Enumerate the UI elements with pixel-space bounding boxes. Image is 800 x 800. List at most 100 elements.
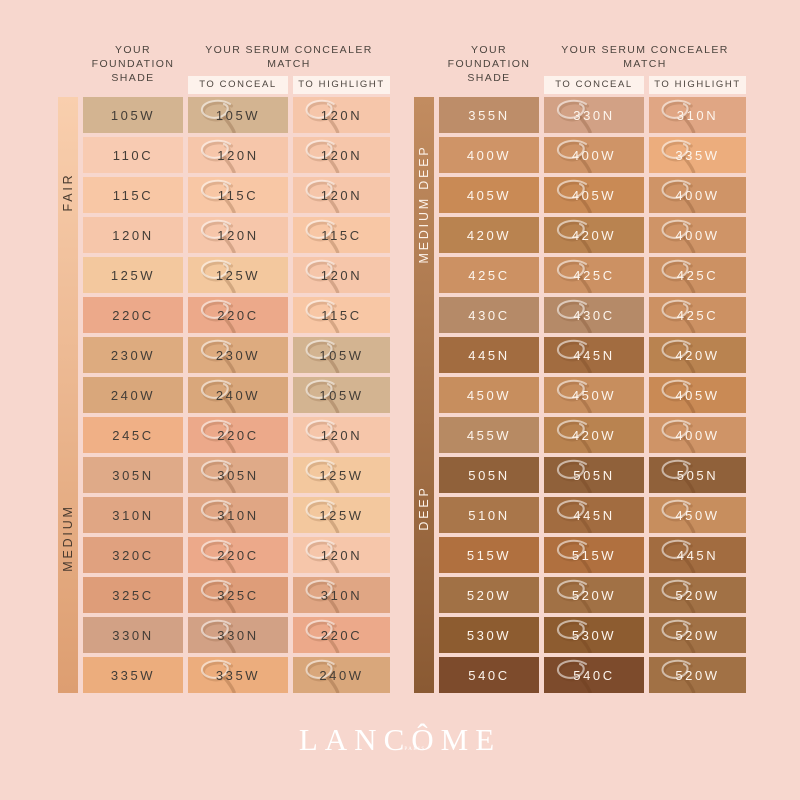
- shade-code: 240W: [215, 387, 261, 403]
- concealer-smear-icon: [200, 539, 236, 573]
- shade-code: 400W: [675, 227, 720, 243]
- concealer-smear-icon: [661, 299, 696, 333]
- foundation-shade-cell: 330N: [83, 617, 183, 653]
- shade-code: 125W: [319, 467, 364, 483]
- concealer-smear-icon: [305, 539, 340, 573]
- shade-table: MEDIUM DEEP DEEP 355N 330N 310N 400W 400W 335W…: [414, 97, 746, 693]
- shade-code: 115C: [112, 187, 154, 203]
- conceal-match-cell: 335W: [188, 657, 288, 693]
- concealer-smear-icon: [305, 179, 340, 213]
- highlight-match-cell: 105W: [293, 337, 390, 373]
- shade-code: 320C: [112, 547, 154, 563]
- shade-code: 125W: [215, 267, 261, 283]
- conceal-match-cell: 405W: [544, 177, 644, 213]
- concealer-smear-icon: [556, 419, 592, 453]
- shade-code: 330N: [573, 107, 615, 123]
- shade-code: 520W: [675, 627, 720, 643]
- concealer-smear-icon: [661, 339, 696, 373]
- foundation-shade-cell: 125W: [83, 257, 183, 293]
- shade-code: 450W: [675, 507, 720, 523]
- foundation-shade-cell: 420W: [439, 217, 539, 253]
- shade-code: 240W: [319, 667, 364, 683]
- shade-row: 510N 445N 450W: [439, 497, 746, 533]
- shade-code: 115C: [217, 187, 259, 203]
- highlight-match-cell: 120N: [293, 177, 390, 213]
- concealer-smear-icon: [556, 219, 592, 253]
- concealer-smear-icon: [556, 539, 592, 573]
- shade-code: 405W: [466, 187, 512, 203]
- conceal-match-cell: 450W: [544, 377, 644, 413]
- highlight-match-cell: 425C: [649, 257, 746, 293]
- highlight-match-cell: 425C: [649, 297, 746, 333]
- shade-code: 120N: [320, 547, 363, 563]
- concealer-smear-icon: [556, 499, 592, 533]
- concealer-smear-icon: [305, 299, 340, 333]
- concealer-smear-icon: [305, 219, 340, 253]
- foundation-shade-cell: 355N: [439, 97, 539, 133]
- shade-rows: 105W 105W 120N 110C 120N 120N 115C 115C 120N 120N…: [83, 97, 390, 693]
- conceal-match-cell: 420W: [544, 217, 644, 253]
- highlight-match-cell: 445N: [649, 537, 746, 573]
- shade-row: 325C 325C 310N: [83, 577, 390, 613]
- concealer-match-header: YOUR SERUM CONCEALER MATCH: [561, 44, 729, 70]
- conceal-match-cell: 330N: [544, 97, 644, 133]
- shade-row: 515W 515W 445N: [439, 537, 746, 573]
- shade-row: 310N 310N 125W: [83, 497, 390, 533]
- shade-group-label: FAIR: [61, 172, 75, 212]
- highlight-match-cell: 240W: [293, 657, 390, 693]
- concealer-smear-icon: [200, 579, 236, 613]
- shade-code: 530W: [466, 627, 512, 643]
- shade-code: 425C: [573, 267, 615, 283]
- shade-row: 320C 220C 120N: [83, 537, 390, 573]
- highlight-match-cell: 310N: [293, 577, 390, 613]
- shade-table: FAIR MEDIUM 105W 105W 120N 110C 120N 120N 115C 1…: [58, 97, 390, 693]
- conceal-match-cell: 220C: [188, 537, 288, 573]
- concealer-smear-icon: [200, 419, 236, 453]
- concealer-smear-icon: [661, 539, 696, 573]
- shade-code: 455W: [466, 427, 512, 443]
- foundation-shade-cell: 310N: [83, 497, 183, 533]
- conceal-match-cell: 325C: [188, 577, 288, 613]
- shade-code: 105W: [319, 347, 364, 363]
- foundation-shade-cell: 220C: [83, 297, 183, 333]
- concealer-smear-icon: [305, 459, 340, 493]
- shade-code: 120N: [217, 147, 259, 163]
- shade-row: 400W 400W 335W: [439, 137, 746, 173]
- highlight-match-cell: 120N: [293, 137, 390, 173]
- conceal-match-cell: 520W: [544, 577, 644, 613]
- to-conceal-subheader: TO CONCEAL: [544, 76, 644, 94]
- shade-code: 425C: [676, 267, 719, 283]
- highlight-match-cell: 505N: [649, 457, 746, 493]
- concealer-smear-icon: [661, 619, 696, 653]
- to-conceal-subheader: TO CONCEAL: [188, 76, 288, 94]
- shade-code: 445N: [468, 347, 510, 363]
- panel-header: YOUR FOUNDATION SHADE YOUR SERUM CONCEAL…: [414, 38, 746, 97]
- highlight-match-cell: 105W: [293, 377, 390, 413]
- shade-row: 445N 445N 420W: [439, 337, 746, 373]
- shade-row: 245C 220C 120N: [83, 417, 390, 453]
- concealer-smear-icon: [556, 259, 592, 293]
- highlight-match-cell: 220C: [293, 617, 390, 653]
- shade-code: 115C: [321, 307, 362, 323]
- shade-code: 110C: [112, 147, 154, 163]
- conceal-match-cell: 330N: [188, 617, 288, 653]
- shade-code: 330N: [217, 627, 259, 643]
- foundation-shade-cell: 320C: [83, 537, 183, 573]
- highlight-match-cell: 520W: [649, 657, 746, 693]
- shade-row: 240W 240W 105W: [83, 377, 390, 413]
- shade-code: 125W: [319, 507, 364, 523]
- conceal-match-cell: 305N: [188, 457, 288, 493]
- shade-code: 310N: [112, 507, 154, 523]
- shade-code: 400W: [675, 187, 720, 203]
- shade-code: 230W: [215, 347, 261, 363]
- concealer-smear-icon: [305, 339, 340, 373]
- panel-header: YOUR FOUNDATION SHADE YOUR SERUM CONCEAL…: [58, 38, 390, 97]
- conceal-match-cell: 540C: [544, 657, 644, 693]
- foundation-shade-header: YOUR FOUNDATION SHADE: [91, 44, 175, 84]
- conceal-match-cell: 220C: [188, 417, 288, 453]
- shade-code: 230W: [110, 347, 156, 363]
- foundation-shade-cell: 450W: [439, 377, 539, 413]
- shade-code: 105W: [110, 107, 156, 123]
- highlight-match-cell: 400W: [649, 417, 746, 453]
- shade-code: 520W: [571, 587, 617, 603]
